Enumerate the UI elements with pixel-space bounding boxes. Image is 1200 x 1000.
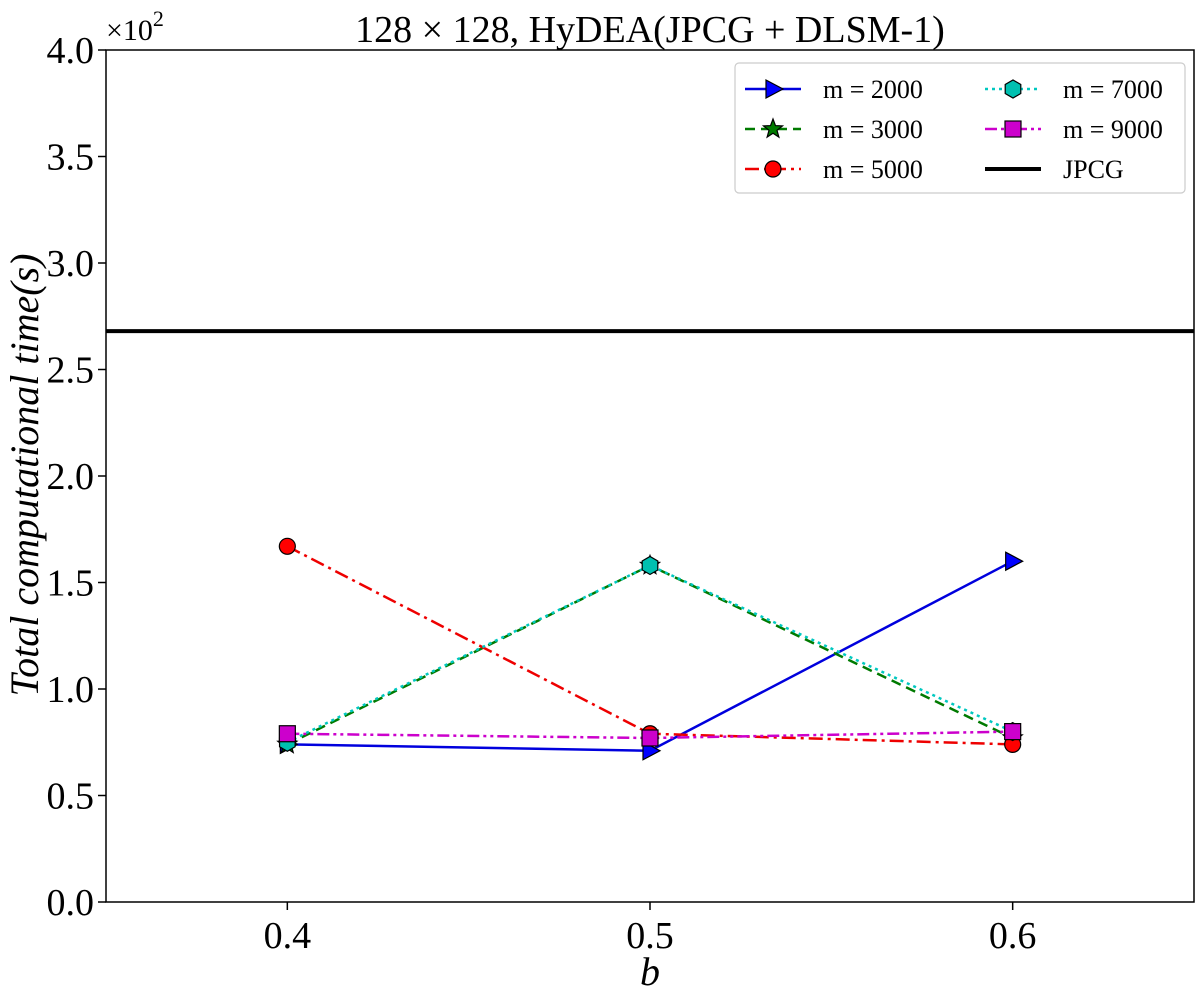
legend-entry: m = 9000 (985, 115, 1163, 144)
legend-marker (1004, 79, 1022, 99)
y-tick-label: 0.0 (47, 882, 95, 924)
series-3 (286, 545, 1013, 746)
legend-label: m = 2000 (823, 75, 923, 104)
legend-label: m = 7000 (1063, 75, 1163, 104)
y-axis-offset-label: ×102 (106, 6, 164, 47)
series-4 (286, 564, 1014, 744)
legend-marker (764, 160, 782, 178)
legend-entry: m = 2000 (745, 75, 923, 104)
y-tick-label: 0.5 (47, 776, 95, 818)
data-point (641, 555, 659, 576)
x-tick-label: 0.6 (989, 915, 1037, 957)
y-tick-label: 1.0 (47, 669, 95, 711)
legend-marker (765, 79, 785, 99)
legend-marker (761, 117, 785, 139)
legend-label: m = 5000 (823, 155, 923, 184)
offset-exponent: 2 (153, 6, 164, 31)
series-1 (287, 560, 1014, 753)
y-tick-label: 2.5 (47, 350, 95, 392)
x-axis-label: b (640, 949, 660, 994)
legend-entry: m = 7000 (985, 75, 1163, 104)
x-tick-label: 0.5 (626, 915, 674, 957)
data-point (641, 729, 659, 747)
axis-ticks: 0.4 0.5 0.6 0.0 0.5 1.0 1.5 2.0 2.5 3.0 3.5 4.0 (47, 30, 1037, 957)
data-point (1005, 551, 1024, 572)
legend-label: m = 9000 (1063, 115, 1163, 144)
legend-label: JPCG (1063, 155, 1124, 184)
data-point (278, 725, 296, 743)
legend-entry: m = 3000 (745, 115, 923, 144)
series-4-markers (278, 555, 1022, 752)
legend: m = 2000 m = 3000 m = 5000 m = 7000 m = 9000… (734, 62, 1186, 194)
y-tick-label: 4.0 (47, 30, 95, 72)
data-point (1004, 722, 1022, 741)
legend-marker (1004, 120, 1022, 138)
legend-label: m = 3000 (823, 115, 923, 144)
y-tick-label: 3.5 (47, 137, 95, 179)
y-axis-label: Total computational time(s) (2, 254, 47, 697)
plot-content (106, 329, 1194, 761)
legend-entry: m = 5000 (745, 155, 923, 184)
chart-title: 128 × 128, HyDEA(JPCG + DLSM-1) (355, 9, 945, 51)
data-point (278, 537, 296, 555)
series-line (286, 564, 1014, 746)
series-line (286, 564, 1014, 744)
series-line (287, 560, 1014, 753)
y-tick-label: 3.0 (47, 243, 95, 285)
legend-box (734, 62, 1186, 194)
series-2 (286, 564, 1014, 746)
offset-base: ×10 (106, 14, 153, 47)
series-5-markers (278, 722, 1022, 747)
series-2-markers (276, 553, 1024, 754)
y-tick-label: 2.0 (47, 456, 95, 498)
legend-entry: JPCG (985, 155, 1124, 184)
x-tick-label: 0.4 (264, 915, 312, 957)
series-line (286, 545, 1013, 746)
y-tick-label: 1.5 (47, 563, 95, 605)
